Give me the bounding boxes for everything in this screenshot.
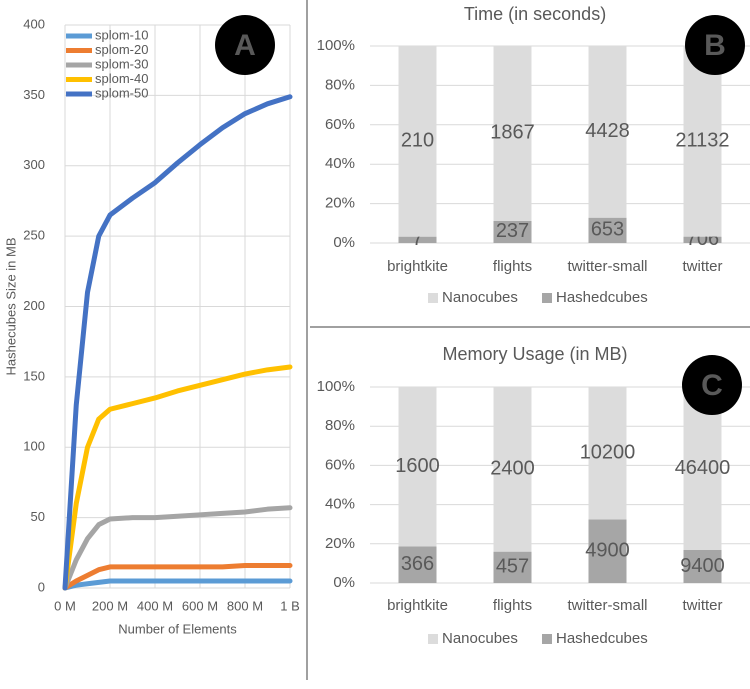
- y-tick-label: 40%: [325, 496, 355, 513]
- x-tick-label: 600 M: [182, 598, 218, 613]
- value-label: 4900: [585, 539, 630, 561]
- y-tick-label: 60%: [325, 456, 355, 473]
- x-tick-label: flights: [493, 258, 532, 275]
- value-label: 46400: [675, 457, 731, 479]
- y-tick-label: 40%: [325, 155, 355, 172]
- bar-segment: [683, 46, 722, 237]
- legend-label: splom-30: [95, 56, 148, 71]
- y-tick-label: 20%: [325, 535, 355, 552]
- y-tick-label: 0%: [333, 574, 355, 591]
- y-tick-label: 400: [23, 16, 45, 31]
- chart-title: Time (in seconds): [464, 4, 606, 24]
- bar-segment: [588, 46, 627, 218]
- value-label: 653: [591, 219, 624, 241]
- legend-label: Nanocubes: [442, 289, 518, 306]
- line-series: [62, 94, 293, 591]
- y-tick-label: 100%: [317, 37, 355, 54]
- x-axis-label: Number of Elements: [118, 621, 237, 636]
- legend-label: splom-40: [95, 71, 148, 86]
- value-label: 2400: [490, 458, 535, 480]
- y-tick-label: 350: [23, 87, 45, 102]
- bar-segment: [398, 236, 437, 243]
- y-tick-label: 300: [23, 157, 45, 172]
- y-tick-label: 100: [23, 439, 45, 454]
- value-label: 237: [496, 220, 529, 242]
- value-label: 1867: [490, 122, 535, 144]
- y-tick-label: 200: [23, 298, 45, 313]
- y-tick-label: 20%: [325, 195, 355, 212]
- x-tick-label: brightkite: [387, 597, 448, 614]
- x-tick-label: brightkite: [387, 258, 448, 275]
- legend-label: splom-20: [95, 42, 148, 57]
- bar-segment: [588, 387, 627, 520]
- value-label: 457: [496, 556, 529, 578]
- y-tick-label: 0%: [333, 234, 355, 251]
- annotation-badge: [215, 15, 275, 75]
- y-tick-label: 50: [31, 509, 45, 524]
- annotation-label: C: [701, 369, 723, 402]
- y-tick-label: 60%: [325, 116, 355, 133]
- x-tick-label: twitter: [682, 258, 722, 275]
- y-tick-label: 100%: [317, 378, 355, 395]
- value-label: 10200: [580, 441, 636, 463]
- value-label: 9400: [680, 555, 725, 577]
- y-tick-label: 0: [38, 579, 45, 594]
- bar-segment: [398, 387, 437, 547]
- bar-segment: [493, 387, 532, 552]
- y-tick-label: 80%: [325, 417, 355, 434]
- legend-swatch: [428, 634, 438, 644]
- bar-segment: [493, 551, 532, 583]
- bar-segment: [683, 549, 722, 583]
- value-label: 1600: [395, 455, 440, 477]
- chart-title: Memory Usage (in MB): [442, 344, 627, 364]
- bar-segment: [683, 236, 722, 243]
- legend-label: Hashedcubes: [556, 630, 648, 647]
- value-label: 21132: [675, 130, 729, 152]
- x-tick-label: 800 M: [227, 598, 263, 613]
- line-series: [62, 364, 293, 591]
- x-tick-label: 1 B: [280, 598, 300, 613]
- y-axis-label: Hashecubes Size in MB: [3, 237, 18, 375]
- line-series: [62, 562, 293, 591]
- annotation-badge: [685, 15, 745, 75]
- y-tick-label: 250: [23, 228, 45, 243]
- legend-label: Hashedcubes: [556, 289, 648, 306]
- value-label: 4428: [585, 120, 630, 142]
- line-series: [62, 505, 293, 591]
- bar-segment: [588, 519, 627, 583]
- value-label: 7: [412, 228, 423, 250]
- legend-swatch: [542, 634, 552, 644]
- x-tick-label: twitter: [682, 597, 722, 614]
- legend-label: Nanocubes: [442, 630, 518, 647]
- x-tick-label: 400 M: [137, 598, 173, 613]
- y-tick-label: 150: [23, 368, 45, 383]
- x-tick-label: twitter-small: [567, 597, 647, 614]
- annotation-label: B: [704, 29, 726, 62]
- legend-label: splom-50: [95, 85, 148, 100]
- bar-segment: [398, 546, 437, 583]
- legend-label: splom-10: [95, 27, 148, 42]
- annotation-badge: [682, 355, 742, 415]
- x-tick-label: twitter-small: [567, 258, 647, 275]
- bar-segment: [398, 46, 437, 237]
- bar-segment: [493, 220, 532, 243]
- value-label: 210: [401, 130, 434, 152]
- value-label: 366: [401, 553, 434, 575]
- line-series: [62, 578, 293, 591]
- legend-swatch: [428, 293, 438, 303]
- bar-segment: [493, 46, 532, 221]
- x-tick-label: 0 M: [54, 598, 76, 613]
- x-tick-label: flights: [493, 597, 532, 614]
- annotation-label: A: [234, 29, 256, 62]
- legend-swatch: [542, 293, 552, 303]
- x-tick-label: 200 M: [92, 598, 128, 613]
- bar-segment: [588, 217, 627, 243]
- y-tick-label: 80%: [325, 76, 355, 93]
